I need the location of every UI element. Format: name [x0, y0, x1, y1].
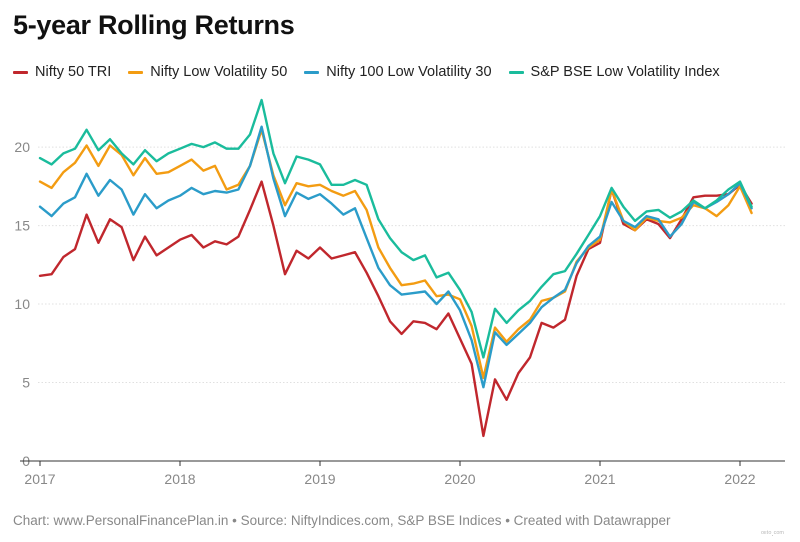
- y-tick-label-15: 15: [14, 218, 30, 234]
- legend-item-3: Nifty 100 Low Volatility 30: [304, 64, 492, 80]
- x-tick-label-2020: 2020: [444, 471, 475, 487]
- x-tick-label-2022: 2022: [724, 471, 755, 487]
- x-tick-label-2018: 2018: [164, 471, 195, 487]
- legend-swatch-1: [13, 70, 28, 74]
- y-tick-label-5: 5: [22, 375, 30, 391]
- legend-item-1: Nifty 50 TRI: [13, 64, 111, 80]
- y-tick-label-10: 10: [14, 296, 30, 312]
- chart-source-note: Chart: www.PersonalFinancePlan.in • Sour…: [13, 513, 671, 528]
- x-tick-label-2017: 2017: [24, 471, 55, 487]
- watermark: ᵒᶦᶦᵗᵒ.ᶜᵒᵐ: [761, 529, 784, 538]
- x-tick-label-2021: 2021: [584, 471, 615, 487]
- series-line-2: [38, 128, 753, 379]
- x-tick-label-2019: 2019: [304, 471, 335, 487]
- chart-title: 5-year Rolling Returns: [13, 10, 295, 40]
- legend-item-2: Nifty Low Volatility 50: [128, 64, 287, 80]
- legend-label-4: S&P BSE Low Volatility Index: [530, 64, 720, 80]
- legend-swatch-3: [304, 70, 320, 74]
- legend-item-4: S&P BSE Low Volatility Index: [508, 64, 720, 80]
- legend-swatch-4: [508, 70, 524, 74]
- series-line-3: [38, 125, 753, 389]
- legend-label-1: Nifty 50 TRI: [35, 64, 112, 80]
- chart-legend: Nifty 50 TRI Nifty Low Volatility 50 Nifty…: [13, 64, 720, 80]
- legend-label-3: Nifty 100 Low Volatility 30: [326, 64, 492, 80]
- series-line-4: [38, 98, 753, 359]
- legend-swatch-2: [128, 70, 144, 74]
- legend-label-2: Nifty Low Volatility 50: [150, 64, 288, 80]
- y-tick-label-20: 20: [14, 139, 30, 155]
